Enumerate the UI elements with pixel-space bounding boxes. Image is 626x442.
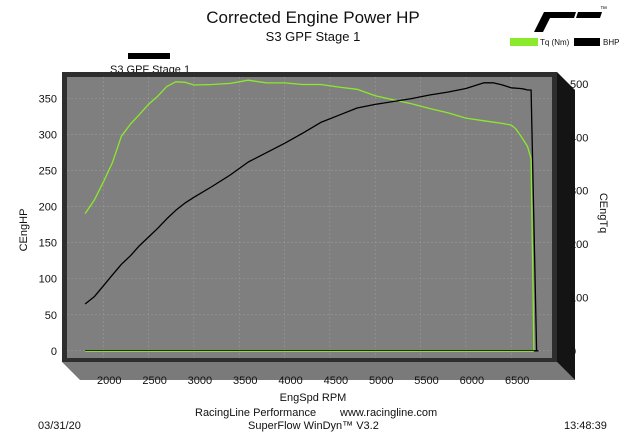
y-left-axis-label: CEngHP — [18, 209, 30, 252]
x-tick-label: 5500 — [414, 375, 438, 387]
chart-subtitle: S3 GPF Stage 1 — [265, 29, 361, 44]
x-tick-label: 5000 — [369, 375, 393, 387]
x-tick-label: 4000 — [278, 375, 302, 387]
y-right-tick-label: 0 — [570, 346, 576, 358]
racingline-logo: ™ — [528, 6, 610, 36]
legend-swatch-bhp — [574, 38, 600, 46]
x-tick-label: 2000 — [97, 375, 121, 387]
x-axis-label: EngSpd RPM — [280, 392, 347, 404]
footer-date: 03/31/20 — [38, 420, 81, 432]
chart-title: Corrected Engine Power HP — [206, 8, 420, 27]
y-left-tick-label: 300 — [39, 130, 57, 142]
y-left-tick-label: 200 — [39, 202, 57, 214]
y-right-tick-label: 300 — [570, 186, 588, 198]
x-tick-label: 3500 — [233, 375, 257, 387]
footer-website: www.racingline.com — [340, 407, 438, 419]
trademark-symbol: ™ — [600, 6, 607, 13]
y-right-tick-label: 100 — [570, 292, 588, 304]
footer-software: SuperFlow WinDyn™ V3.2 — [248, 420, 379, 432]
run-color-swatch — [128, 53, 170, 59]
y-right-tick-label: 200 — [570, 239, 588, 251]
y-left-tick-label: 100 — [39, 274, 57, 286]
y-left-tick-label: 350 — [39, 94, 57, 106]
y-right-tick-label: 500 — [570, 79, 588, 91]
y-left-tick-label: 250 — [39, 166, 57, 178]
torque-series-line — [84, 79, 535, 352]
plot-area — [67, 77, 552, 358]
y-left-tick-label: 50 — [45, 310, 57, 322]
legend-label-bhp: BHP — [603, 38, 620, 47]
y-right-tick-label: 400 — [570, 132, 588, 144]
y-left-tick-label: 0 — [51, 346, 57, 358]
y-right-axis-label: CEngTq — [597, 193, 609, 233]
x-tick-label: 6500 — [505, 375, 529, 387]
plot-side-shadow — [557, 72, 575, 380]
footer-time: 13:48:39 — [564, 420, 607, 432]
bhp-series-line — [84, 82, 538, 351]
x-tick-label: 6000 — [460, 375, 484, 387]
legend-swatch-tq — [510, 38, 538, 46]
y-left-tick-label: 150 — [39, 238, 57, 250]
legend-label-tq: Tq (Nm) — [540, 38, 570, 47]
x-tick-label: 3000 — [188, 375, 212, 387]
footer-company: RacingLine Performance — [195, 407, 317, 419]
plot-floor — [62, 362, 575, 380]
x-tick-label: 2500 — [142, 375, 166, 387]
x-tick-label: 4500 — [324, 375, 348, 387]
